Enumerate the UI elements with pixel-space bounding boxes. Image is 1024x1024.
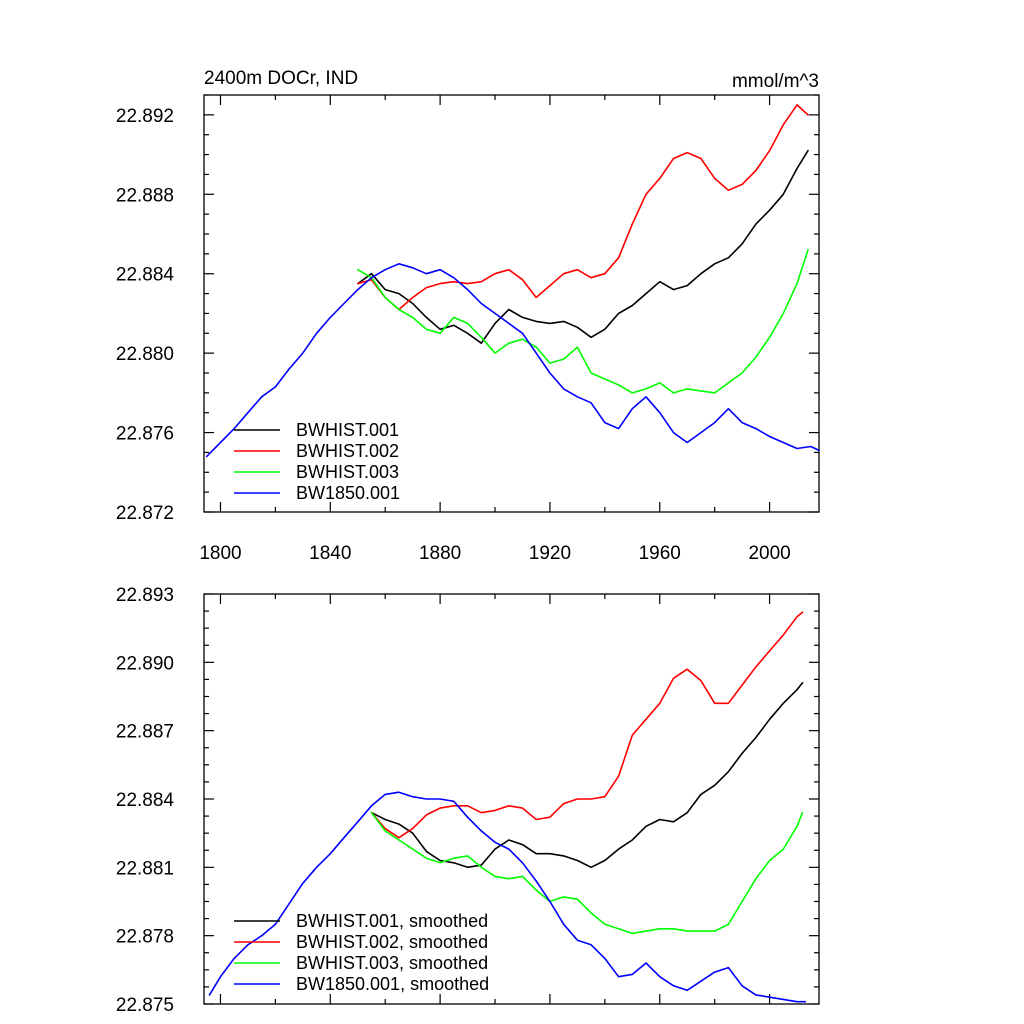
series-line-bwhist-002-smoothed xyxy=(370,611,804,839)
series-line-bw1850-001-smoothed xyxy=(208,791,807,1003)
legend-label: BWHIST.002 xyxy=(296,441,399,461)
y-tick-label: 22.878 xyxy=(116,927,174,948)
series-line-bwhist-002 xyxy=(356,104,809,311)
y-tick-label: 22.890 xyxy=(116,653,174,674)
legend-label: BWHIST.001 xyxy=(296,420,399,440)
bottom-panel: 22.875 22.878 22.881 22.884 22.887 22.890 22.8… xyxy=(116,585,820,1016)
x-tick-label: 1960 xyxy=(639,543,681,564)
legend-label: BWHIST.001, smoothed xyxy=(296,911,488,931)
y-tick-label: 22.893 xyxy=(116,585,174,606)
legend-label: BWHIST.003, smoothed xyxy=(296,953,488,973)
y-tick-label: 22.875 xyxy=(116,995,174,1016)
units-label: mmol/m^3 xyxy=(732,71,819,92)
x-tick-label: 1800 xyxy=(199,543,241,564)
series-line-bw1850-001 xyxy=(205,262,820,458)
x-tick-label: 2000 xyxy=(748,543,790,564)
legend-label: BWHIST.002, smoothed xyxy=(296,932,488,952)
y-tick-label: 22.892 xyxy=(116,106,174,127)
y-tick-label: 22.872 xyxy=(116,503,174,524)
y-tick-label: 22.876 xyxy=(116,424,174,445)
chart-title: 2400m DOCr, IND xyxy=(204,68,358,89)
x-tick-label: 1920 xyxy=(529,543,571,564)
top-panel: 2400m DOCr, IND mmol/m^3 1800 1840 1880 192… xyxy=(116,68,820,564)
y-tick-label: 22.884 xyxy=(116,790,175,811)
y-tick-label: 22.880 xyxy=(116,344,174,365)
y-tick-label: 22.887 xyxy=(116,722,174,743)
series-line-bwhist-001 xyxy=(356,149,809,345)
legend-label: BW1850.001 xyxy=(296,483,400,503)
legend-label: BW1850.001, smoothed xyxy=(296,974,489,994)
y-tick-label: 22.884 xyxy=(116,265,175,286)
series-line-bwhist-003 xyxy=(356,249,809,394)
y-tick-label: 22.888 xyxy=(116,185,174,206)
x-tick-label: 1840 xyxy=(309,543,351,564)
series-line-bwhist-003-smoothed xyxy=(370,811,804,935)
x-tick-label: 1880 xyxy=(419,543,461,564)
plot-frame xyxy=(203,94,820,513)
legend-label: BWHIST.003 xyxy=(296,462,399,482)
y-tick-label: 22.881 xyxy=(116,858,174,879)
